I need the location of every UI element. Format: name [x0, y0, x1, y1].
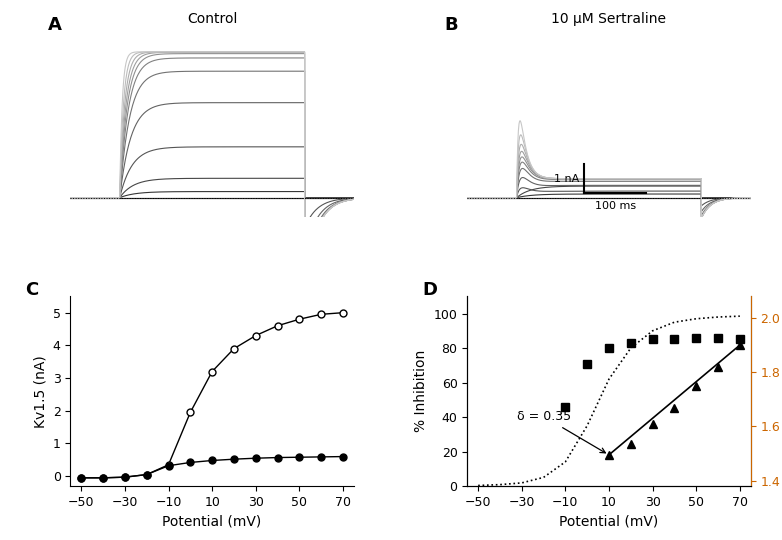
Text: δ = 0.35: δ = 0.35 — [518, 410, 605, 453]
X-axis label: Potential (mV): Potential (mV) — [163, 514, 262, 528]
Text: A: A — [48, 16, 62, 33]
Text: C: C — [25, 281, 38, 299]
Text: 1 nA: 1 nA — [554, 174, 579, 184]
Title: 10 μM Sertraline: 10 μM Sertraline — [551, 12, 666, 26]
X-axis label: Potential (mV): Potential (mV) — [559, 514, 658, 528]
Y-axis label: Kv1.5 (nA): Kv1.5 (nA) — [33, 355, 47, 428]
Y-axis label: % Inhibition: % Inhibition — [414, 350, 428, 433]
Text: B: B — [444, 16, 458, 33]
Text: 100 ms: 100 ms — [594, 201, 636, 212]
Text: D: D — [422, 281, 437, 299]
Title: Control: Control — [187, 12, 237, 26]
